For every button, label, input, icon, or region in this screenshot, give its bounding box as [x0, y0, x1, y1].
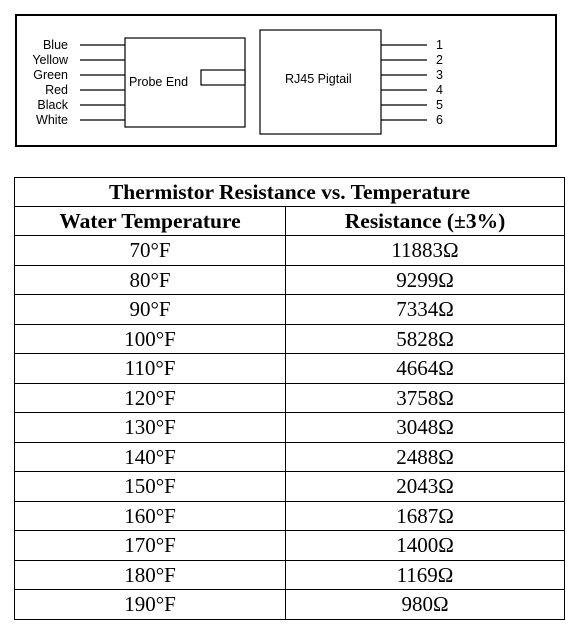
temperature-cell: 110°F — [14, 353, 286, 384]
table-row: 70°F 11883Ω — [14, 235, 565, 266]
table-row: 100°F 5828Ω — [14, 323, 565, 354]
table-row: 110°F 4664Ω — [14, 353, 565, 384]
table-row: 170°F 1400Ω — [14, 530, 565, 561]
wire-label-green: Green — [33, 68, 68, 82]
table-row: 130°F 3048Ω — [14, 412, 565, 443]
header-resistance: Resistance (±3%) — [285, 206, 565, 236]
resistance-cell: 7334Ω — [285, 294, 565, 325]
pin-label-1: 1 — [436, 38, 443, 52]
wire-label-blue: Blue — [43, 38, 68, 52]
resistance-cell: 5828Ω — [285, 323, 565, 354]
table-row: 180°F 1169Ω — [14, 559, 565, 590]
temperature-cell: 140°F — [14, 441, 286, 472]
header-water-temperature: Water Temperature — [14, 206, 286, 236]
probe-plug — [200, 69, 246, 86]
pin-label-3: 3 — [436, 68, 443, 82]
resistance-cell: 9299Ω — [285, 264, 565, 295]
table-row: 90°F 7334Ω — [14, 294, 565, 325]
table-row: 80°F 9299Ω — [14, 264, 565, 295]
resistance-cell: 2488Ω — [285, 441, 565, 472]
resistance-cell: 3758Ω — [285, 382, 565, 413]
rj45-pigtail-label: RJ45 Pigtail — [285, 72, 352, 86]
right-wires — [381, 44, 427, 121]
temperature-cell: 190°F — [14, 589, 286, 620]
temperature-cell: 170°F — [14, 530, 286, 561]
temperature-cell: 80°F — [14, 264, 286, 295]
resistance-cell: 1169Ω — [285, 559, 565, 590]
resistance-table-container: Thermistor Resistance vs. Temperature Wa… — [14, 177, 565, 620]
resistance-cell: 1400Ω — [285, 530, 565, 561]
table-row: 120°F 3758Ω — [14, 382, 565, 413]
temperature-cell: 100°F — [14, 323, 286, 354]
resistance-cell: 3048Ω — [285, 412, 565, 443]
wire-label-white: White — [36, 113, 68, 127]
table-row: 140°F 2488Ω — [14, 441, 565, 472]
table-row: 160°F 1687Ω — [14, 500, 565, 531]
temperature-cell: 180°F — [14, 559, 286, 590]
wiring-diagram: Blue Yellow Green Red Black White Probe End R… — [15, 14, 557, 147]
resistance-cell: 980Ω — [285, 589, 565, 620]
temperature-cell: 120°F — [14, 382, 286, 413]
table-body: 70°F 11883Ω 80°F 9299Ω 90°F 7334Ω 100°F 5828Ω 11… — [14, 235, 565, 620]
pin-label-5: 5 — [436, 98, 443, 112]
probe-end-label: Probe End — [129, 75, 188, 89]
left-wires — [80, 44, 125, 121]
resistance-table: Thermistor Resistance vs. Temperature Wa… — [14, 177, 565, 620]
temperature-cell: 160°F — [14, 500, 286, 531]
wire-label-red: Red — [45, 83, 68, 97]
resistance-cell: 11883Ω — [285, 235, 565, 266]
temperature-cell: 70°F — [14, 235, 286, 266]
resistance-cell: 1687Ω — [285, 500, 565, 531]
temperature-cell: 90°F — [14, 294, 286, 325]
pin-label-6: 6 — [436, 113, 443, 127]
rj45-pigtail-box — [259, 29, 382, 135]
wire-label-yellow: Yellow — [32, 53, 69, 67]
temperature-cell: 130°F — [14, 412, 286, 443]
table-title: Thermistor Resistance vs. Temperature — [14, 177, 565, 207]
table-row: 190°F 980Ω — [14, 589, 565, 620]
wire-label-black: Black — [37, 98, 68, 112]
table-row: 150°F 2043Ω — [14, 471, 565, 502]
pin-label-2: 2 — [436, 53, 443, 67]
temperature-cell: 150°F — [14, 471, 286, 502]
resistance-cell: 2043Ω — [285, 471, 565, 502]
resistance-cell: 4664Ω — [285, 353, 565, 384]
pin-label-4: 4 — [436, 83, 443, 97]
